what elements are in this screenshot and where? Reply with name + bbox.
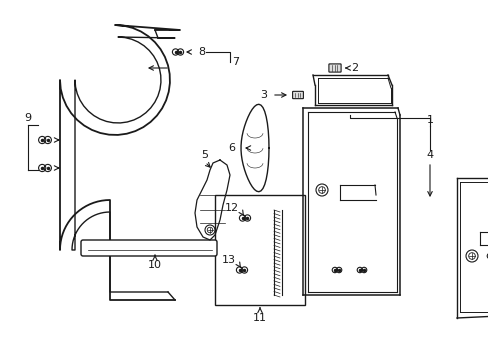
Text: 7: 7 <box>231 57 239 67</box>
Text: 2: 2 <box>350 63 357 73</box>
Text: 3: 3 <box>260 90 266 100</box>
Text: 6: 6 <box>227 143 235 153</box>
FancyBboxPatch shape <box>328 64 341 72</box>
Bar <box>215 195 305 305</box>
Text: 1: 1 <box>426 115 433 125</box>
Text: 4: 4 <box>426 150 433 160</box>
Text: 11: 11 <box>252 313 266 323</box>
Text: 5: 5 <box>201 150 208 160</box>
FancyBboxPatch shape <box>292 91 303 99</box>
Text: 12: 12 <box>224 203 239 213</box>
FancyBboxPatch shape <box>81 240 217 256</box>
Text: 9: 9 <box>24 113 32 123</box>
Text: 10: 10 <box>148 260 162 270</box>
Text: 13: 13 <box>222 255 236 265</box>
Text: 8: 8 <box>198 47 204 57</box>
